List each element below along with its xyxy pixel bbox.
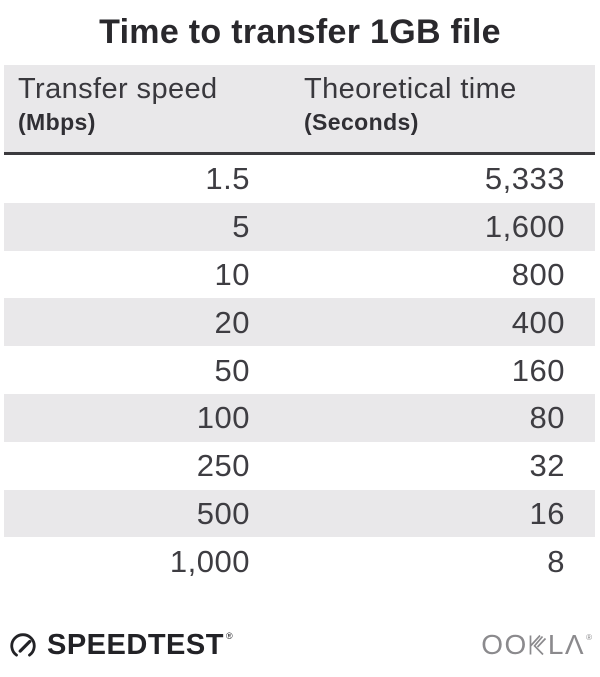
- speedtest-logo: SPEEDTEST ®: [8, 630, 233, 660]
- speedtest-registered-mark: ®: [225, 631, 233, 641]
- speed-value: 50: [214, 352, 250, 388]
- speed-value: 100: [196, 400, 250, 436]
- table-header: Transfer speed (Mbps) Theoretical time (…: [4, 65, 595, 155]
- time-value: 5,333: [484, 161, 565, 197]
- column-label: Transfer speed: [18, 73, 218, 105]
- time-value: 8: [547, 543, 565, 579]
- table-row: 10 800: [4, 251, 595, 299]
- speed-value: 1.5: [205, 161, 250, 197]
- table-row: 5 1,600: [4, 202, 595, 251]
- footer: SPEEDTEST ® OO LΛ ®: [0, 625, 600, 665]
- table-row: 50 160: [4, 346, 595, 394]
- column-header-transfer-speed: Transfer speed (Mbps): [4, 65, 304, 152]
- time-value: 800: [511, 256, 565, 292]
- ookla-registered-mark: ®: [586, 633, 592, 642]
- table-row: 20 400: [4, 298, 595, 347]
- speedtest-wordmark: SPEEDTEST: [47, 628, 224, 661]
- ookla-wordmark-right: LΛ: [547, 629, 586, 660]
- speedtest-gauge-icon: [10, 633, 36, 657]
- time-value: 16: [529, 495, 565, 531]
- table-body: 1.5 5,333 5 1,600 10 800 20 400 50 160 1…: [4, 155, 595, 585]
- time-value: 80: [529, 400, 565, 436]
- ookla-hatched-k-icon: [529, 634, 546, 656]
- speed-value: 5: [232, 209, 250, 245]
- speed-value: 10: [214, 256, 250, 292]
- ookla-logo: OO LΛ ®: [481, 631, 592, 659]
- speed-value: 20: [214, 304, 250, 340]
- ookla-wordmark-left: OO: [481, 629, 528, 660]
- transfer-time-table: Transfer speed (Mbps) Theoretical time (…: [4, 65, 595, 585]
- table-row: 100 80: [4, 393, 595, 442]
- speed-value: 250: [196, 448, 250, 484]
- time-value: 32: [529, 448, 565, 484]
- speed-value: 1,000: [169, 543, 250, 579]
- table-row: 1.5 5,333: [4, 155, 595, 203]
- column-header-theoretical-time: Theoretical time (Seconds): [304, 65, 595, 152]
- column-unit: (Mbps): [18, 109, 96, 135]
- time-value: 1,600: [484, 209, 565, 245]
- table-row: 500 16: [4, 489, 595, 538]
- page-title: Time to transfer 1GB file: [99, 13, 501, 51]
- time-value: 400: [511, 304, 565, 340]
- column-label: Theoretical time: [304, 73, 517, 105]
- table-row: 250 32: [4, 442, 595, 490]
- table-row: 1,000 8: [4, 537, 595, 585]
- speed-value: 500: [196, 495, 250, 531]
- column-unit: (Seconds): [304, 109, 419, 135]
- time-value: 160: [511, 352, 565, 388]
